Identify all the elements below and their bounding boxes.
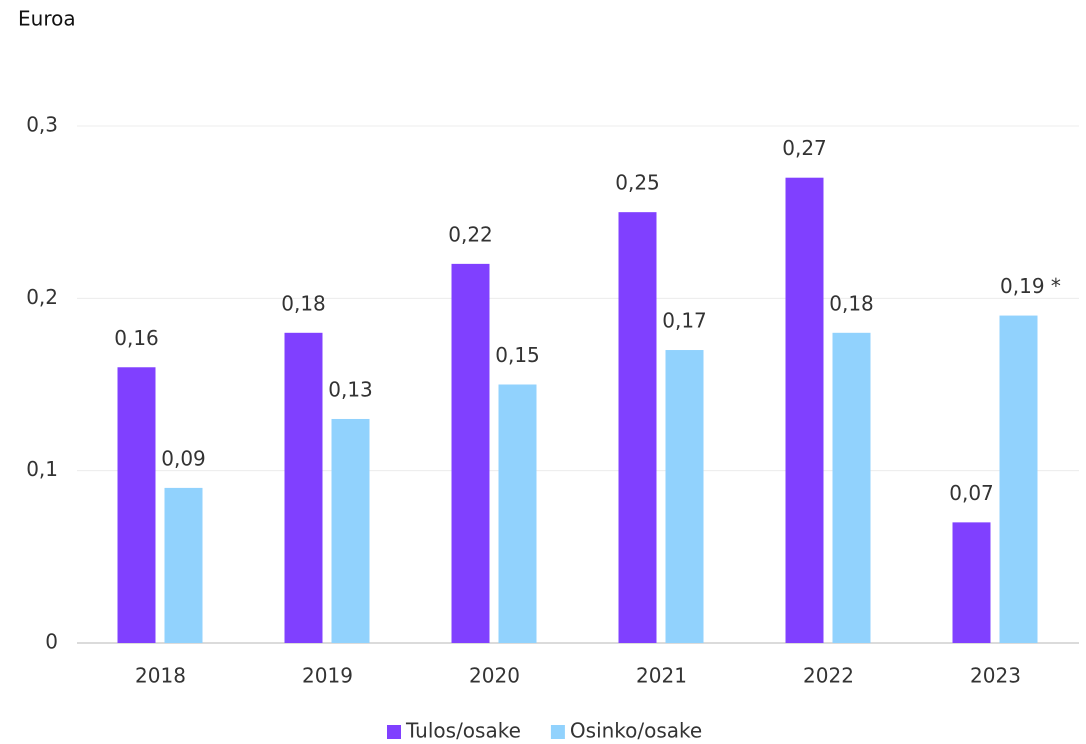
value-label: 0,13 xyxy=(328,377,373,401)
bar xyxy=(331,418,370,643)
legend-swatch xyxy=(387,725,401,739)
bar xyxy=(952,522,991,643)
value-label: 0,16 xyxy=(114,326,159,350)
x-tick-label: 2021 xyxy=(636,664,687,688)
value-label: 0,17 xyxy=(662,309,707,333)
value-label: 0,09 xyxy=(161,446,206,470)
bar xyxy=(618,212,657,643)
bar xyxy=(284,332,323,643)
y-tick-label: 0,1 xyxy=(26,457,58,481)
bar xyxy=(117,367,156,643)
value-label: 0,07 xyxy=(949,481,994,505)
x-tick-label: 2019 xyxy=(302,664,353,688)
y-tick-label: 0,3 xyxy=(26,113,58,137)
value-label: 0,19 * xyxy=(1000,274,1061,298)
bar xyxy=(498,384,537,643)
x-tick-label: 2022 xyxy=(803,664,854,688)
value-label: 0,18 xyxy=(829,291,874,315)
x-tick-label: 2020 xyxy=(469,664,520,688)
value-label: 0,18 xyxy=(281,291,326,315)
bar xyxy=(999,315,1038,643)
legend-label: Tulos/osake xyxy=(405,719,521,743)
legend-label: Osinko/osake xyxy=(570,719,702,743)
bar xyxy=(785,177,824,643)
value-label: 0,25 xyxy=(615,171,660,195)
x-tick-label: 2018 xyxy=(135,664,186,688)
bar xyxy=(164,487,203,643)
value-label: 0,15 xyxy=(495,343,540,367)
y-tick-label: 0,2 xyxy=(26,285,58,309)
bar xyxy=(665,350,704,643)
bar xyxy=(451,263,490,643)
value-label: 0,27 xyxy=(782,136,827,160)
y-tick-label: 0 xyxy=(45,630,58,654)
value-label: 0,22 xyxy=(448,222,493,246)
x-tick-label: 2023 xyxy=(970,664,1021,688)
legend-swatch xyxy=(550,725,565,739)
bar xyxy=(832,332,871,643)
y-axis-label: Euroa xyxy=(18,7,76,31)
